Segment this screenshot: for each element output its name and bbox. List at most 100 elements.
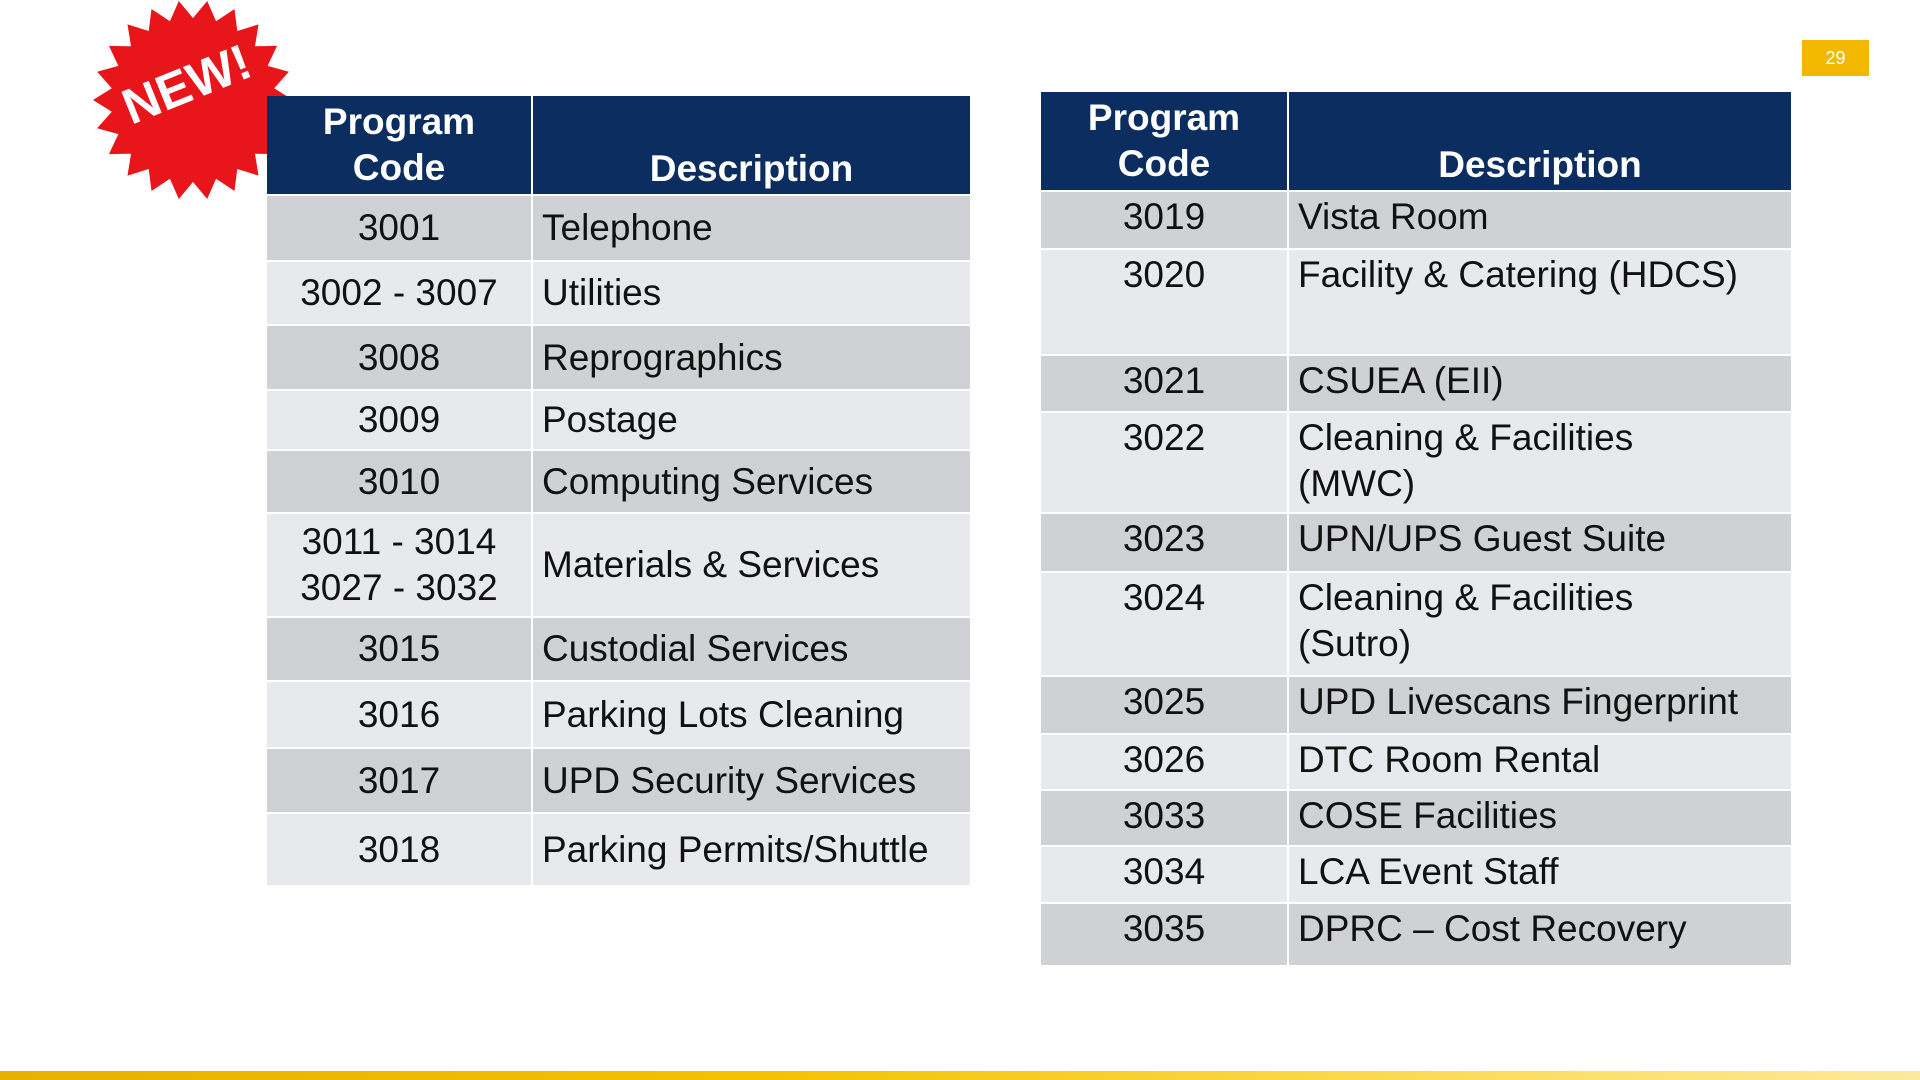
header-code: Program Code bbox=[267, 96, 531, 194]
cell-text: 3016 bbox=[357, 693, 441, 735]
cell-text: Program bbox=[322, 101, 476, 142]
code-cell: 3018 bbox=[267, 814, 531, 885]
cell-text: Parking Permits/Shuttle bbox=[542, 828, 929, 870]
code-cell: 3008 bbox=[267, 326, 531, 389]
description-cell: Materials & Services bbox=[533, 514, 970, 616]
code-cell: 3015 bbox=[267, 618, 531, 680]
cell-text: UPD Livescans Fingerprint bbox=[1298, 681, 1739, 722]
cell-text: UPD Security Services bbox=[542, 759, 917, 801]
cell-text: 3019 bbox=[1122, 196, 1206, 237]
cell-text: 3023 bbox=[1122, 518, 1206, 559]
code-cell: 3019 bbox=[1041, 192, 1287, 248]
code-cell: 3009 bbox=[267, 391, 531, 449]
code-cell: 3017 bbox=[267, 749, 531, 812]
cell-text: 3008 bbox=[357, 336, 441, 378]
cell-text: Vista Room bbox=[1298, 196, 1489, 237]
cell-text: UPN/UPS Guest Suite bbox=[1298, 518, 1667, 559]
cell-text: 3035 bbox=[1122, 908, 1206, 949]
code-cell: 3025 bbox=[1041, 677, 1287, 733]
cell-text: Materials & Services bbox=[542, 544, 880, 585]
cell-text: Reprographics bbox=[542, 336, 783, 378]
cell-text: (MWC) bbox=[1298, 463, 1416, 504]
code-cell: 3023 bbox=[1041, 514, 1287, 571]
cell-text: 3002 - 3007 bbox=[300, 272, 498, 313]
cell-text: Program bbox=[1087, 97, 1241, 138]
cell-text: Code bbox=[1117, 143, 1211, 184]
page-number: 29 bbox=[1802, 40, 1869, 76]
header-description: Description bbox=[1289, 92, 1791, 190]
cell-text: LCA Event Staff bbox=[1298, 851, 1559, 892]
description-cell: Utilities bbox=[533, 262, 970, 324]
cell-text: 3034 bbox=[1122, 851, 1206, 892]
cell-text: Description bbox=[1438, 144, 1642, 185]
description-cell: CSUEA (EII) bbox=[1289, 356, 1791, 411]
new-badge: NEW! bbox=[93, 1, 293, 199]
cell-text: 3011 - 3014 bbox=[301, 521, 497, 562]
cell-text: 3001 bbox=[357, 207, 441, 248]
cell-text: 3017 bbox=[357, 759, 441, 801]
code-cell: 3035 bbox=[1041, 904, 1287, 965]
cell-text: (Sutro) bbox=[1298, 623, 1412, 664]
description-cell: Vista Room bbox=[1289, 192, 1791, 248]
description-cell: Computing Services bbox=[533, 451, 970, 512]
description-cell: UPN/UPS Guest Suite bbox=[1289, 514, 1791, 571]
cell-text: 3022 bbox=[1122, 417, 1206, 458]
cell-text: Computing Services bbox=[542, 460, 874, 502]
cell-text: 3018 bbox=[357, 828, 441, 870]
starburst bbox=[93, 1, 293, 199]
cell-text: 3025 bbox=[1122, 681, 1206, 722]
cell-text: Cleaning & Facilities bbox=[1298, 577, 1634, 618]
code-cell: 3034 bbox=[1041, 847, 1287, 902]
description-cell: Telephone bbox=[533, 196, 970, 260]
code-cell: 3002 - 3007 bbox=[267, 262, 531, 324]
cell-text: 3015 bbox=[357, 628, 441, 669]
description-cell: UPD Security Services bbox=[533, 749, 970, 812]
cell-text: 3009 bbox=[357, 399, 441, 440]
code-cell: 3001 bbox=[267, 196, 531, 260]
code-cell: 3020 bbox=[1041, 250, 1287, 354]
cell-text: Code bbox=[352, 147, 446, 188]
cell-text: DTC Room Rental bbox=[1298, 739, 1601, 780]
code-cell: 3033 bbox=[1041, 791, 1287, 845]
code-cell: 3024 bbox=[1041, 573, 1287, 675]
cell-text: Utilities bbox=[542, 272, 662, 313]
description-cell: DTC Room Rental bbox=[1289, 735, 1791, 789]
cell-text: 3021 bbox=[1122, 360, 1206, 401]
cell-text: 3020 bbox=[1122, 254, 1206, 295]
description-cell: Parking Permits/Shuttle bbox=[533, 814, 970, 885]
cell-text: Custodial Services bbox=[542, 628, 849, 669]
cell-text: 3026 bbox=[1122, 739, 1206, 780]
description-cell: Postage bbox=[533, 391, 970, 449]
cell-text: 3024 bbox=[1122, 577, 1206, 618]
cell-text: 3027 - 3032 bbox=[300, 567, 498, 608]
code-cell: 3021 bbox=[1041, 356, 1287, 411]
description-cell: Cleaning & Facilities (MWC) bbox=[1289, 413, 1791, 512]
cell-text: 3010 bbox=[357, 460, 441, 502]
description-cell: DPRC – Cost Recovery bbox=[1289, 904, 1791, 965]
description-cell: Custodial Services bbox=[533, 618, 970, 680]
cell-text: DPRC – Cost Recovery bbox=[1298, 908, 1687, 949]
description-cell: Parking Lots Cleaning bbox=[533, 682, 970, 747]
description-cell: UPD Livescans Fingerprint bbox=[1289, 677, 1791, 733]
description-cell: Reprographics bbox=[533, 326, 970, 389]
cell-text: Cleaning & Facilities bbox=[1298, 417, 1634, 458]
description-cell: COSE Facilities bbox=[1289, 791, 1791, 845]
code-cell: 3026 bbox=[1041, 735, 1287, 789]
code-cell: 3010 bbox=[267, 451, 531, 512]
description-cell: Cleaning & Facilities (Sutro) bbox=[1289, 573, 1791, 675]
code-cell: 3016 bbox=[267, 682, 531, 747]
header-description: Description bbox=[533, 96, 970, 194]
cell-text: CSUEA (EII) bbox=[1298, 360, 1504, 401]
cell-text: COSE Facilities bbox=[1298, 795, 1558, 836]
code-cell: 3022 bbox=[1041, 413, 1287, 512]
cell-text: Description bbox=[649, 148, 854, 189]
cell-text: Telephone bbox=[542, 207, 713, 248]
description-cell: Facility & Catering (HDCS) bbox=[1289, 250, 1791, 354]
cell-text: 3033 bbox=[1122, 795, 1206, 836]
cell-text: Postage bbox=[542, 399, 678, 440]
cell-text: Facility & Catering (HDCS) bbox=[1298, 254, 1738, 295]
code-cell: 3011 - 3014 3027 - 3032 bbox=[267, 514, 531, 616]
description-cell: LCA Event Staff bbox=[1289, 847, 1791, 902]
bottom-bar bbox=[0, 1071, 1920, 1080]
